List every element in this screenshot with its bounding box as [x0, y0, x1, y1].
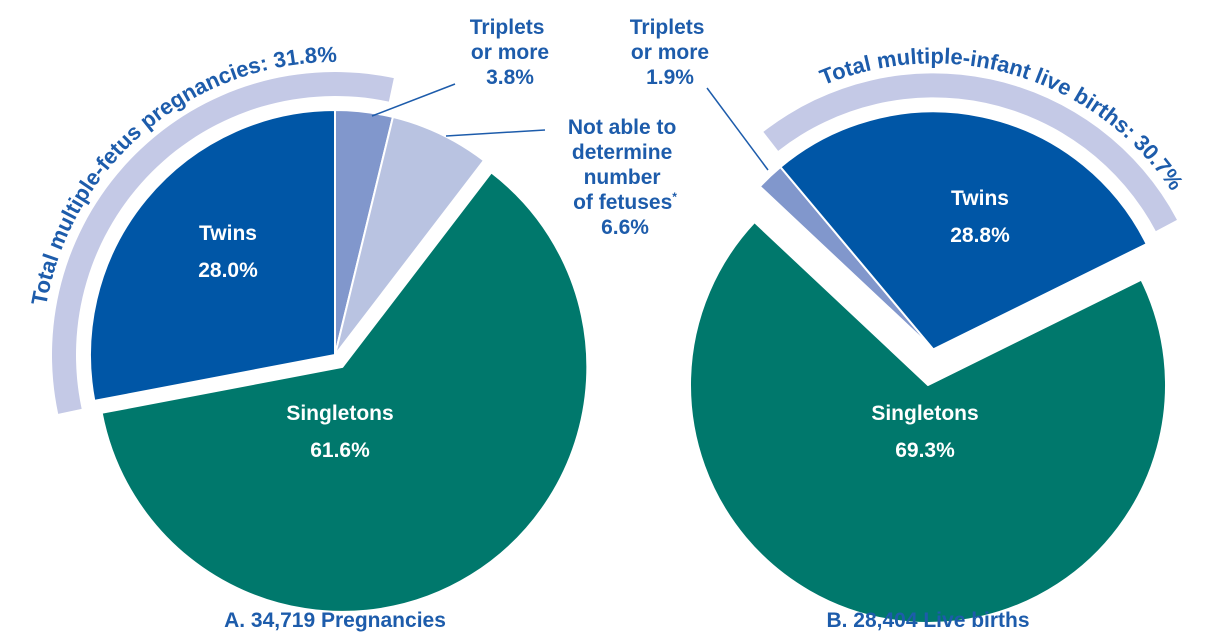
slice-label: Triplets or more: [630, 16, 711, 64]
slice-label: Twins: [199, 222, 257, 245]
slice-label: Singletons: [286, 402, 393, 425]
value-label: 61.6%: [310, 439, 370, 462]
value-label: 28.8%: [950, 224, 1010, 247]
pie-slice: [100, 171, 589, 613]
pie-slice: [334, 115, 485, 356]
value-label: 1.9%: [646, 66, 694, 89]
annotation-band: [763, 73, 1177, 232]
annotation-band: [52, 71, 394, 414]
pie-slice: [688, 221, 1167, 624]
leader-line: [371, 83, 456, 117]
slice-label: Not able to determine number of fetuses*: [568, 116, 682, 214]
slice-label: Singletons: [871, 402, 978, 425]
pie-slice: [779, 110, 1148, 351]
value-label: 69.3%: [895, 439, 955, 462]
value-label: 3.8%: [486, 66, 534, 89]
slice-label: Twins: [951, 187, 1009, 210]
chart-title: A. 34,719 Pregnancies: [224, 609, 446, 632]
pie-slice: [89, 109, 336, 402]
value-label: 28.0%: [198, 259, 258, 282]
slice-label: Triplets or more: [470, 16, 551, 64]
value-label: 6.6%: [601, 216, 649, 239]
leader-line: [706, 87, 769, 171]
leader-line: [445, 129, 546, 137]
chart-title: B. 28,404 Live births: [826, 609, 1029, 632]
